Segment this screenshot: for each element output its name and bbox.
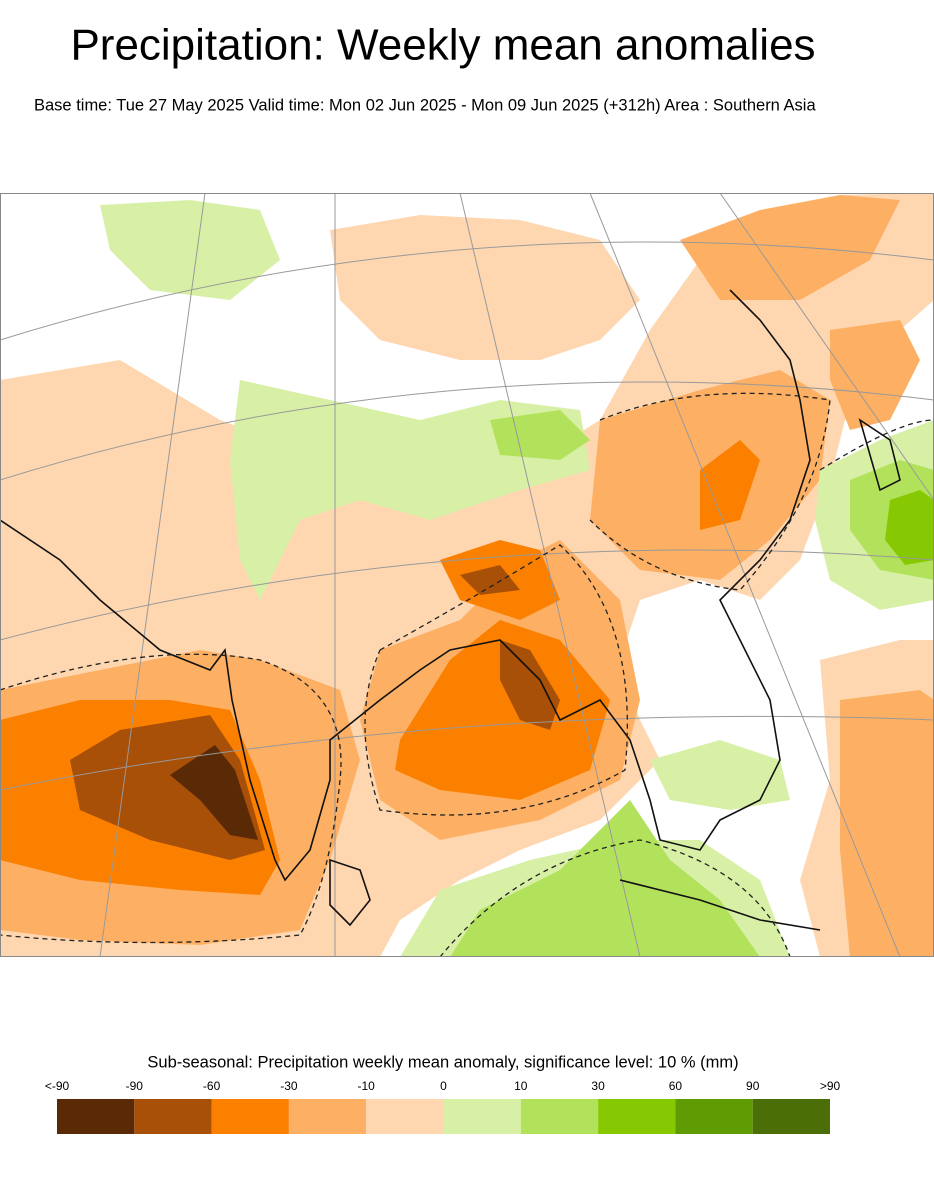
- anomaly-area: [840, 690, 934, 957]
- anomaly-area: [170, 745, 258, 840]
- legend-swatch: [443, 1099, 521, 1134]
- anomaly-area: [450, 800, 760, 957]
- legend-swatch: [288, 1099, 367, 1134]
- legend-label: -10: [358, 1079, 376, 1093]
- legend-label: -60: [203, 1079, 221, 1093]
- anomaly-area: [500, 640, 560, 730]
- legend: <-90 -90 -60 -30 -10 0 10 30 60 90 >90: [45, 1079, 841, 1134]
- legend-label: 30: [591, 1079, 605, 1093]
- legend-swatch: [598, 1099, 676, 1134]
- map-field: [0, 193, 934, 957]
- anomaly-area: [395, 620, 610, 800]
- title: Precipitation: Weekly mean anomalies: [70, 21, 815, 70]
- anomaly-area: [330, 215, 640, 360]
- anomaly-area: [830, 320, 920, 430]
- significance-contour: [0, 392, 934, 957]
- graticule: [0, 241, 934, 791]
- legend-swatch: [752, 1099, 830, 1134]
- anomaly-area: [700, 440, 760, 530]
- graticule: [99, 193, 934, 957]
- legend-title: Sub-seasonal: Precipitation weekly mean …: [147, 1053, 738, 1071]
- subtitle: Base time: Tue 27 May 2025 Valid time: M…: [34, 96, 816, 114]
- legend-label: 0: [440, 1079, 447, 1093]
- legend-label: -30: [280, 1079, 298, 1093]
- anomaly-area: [100, 200, 280, 300]
- anomaly-area: [885, 490, 934, 565]
- anomaly-area: [650, 740, 790, 810]
- legend-swatch: [134, 1099, 212, 1134]
- anomaly-area: [460, 565, 520, 595]
- legend-label: 60: [669, 1079, 683, 1093]
- legend-swatch: [366, 1099, 444, 1134]
- legend-label: -90: [126, 1079, 144, 1093]
- legend-label: 10: [514, 1079, 528, 1093]
- legend-label: >90: [820, 1079, 841, 1093]
- coastline: [329, 418, 901, 931]
- legend-swatch: [520, 1099, 599, 1134]
- legend-swatch: [675, 1099, 753, 1134]
- legend-label: <-90: [45, 1079, 70, 1093]
- legend-swatch: [57, 1099, 135, 1134]
- map: [0, 193, 934, 957]
- coastline: [0, 289, 811, 882]
- legend-label: 90: [746, 1079, 760, 1093]
- anomaly-area: [490, 410, 590, 460]
- anomaly-area: [680, 195, 900, 300]
- legend-swatch: [211, 1099, 289, 1134]
